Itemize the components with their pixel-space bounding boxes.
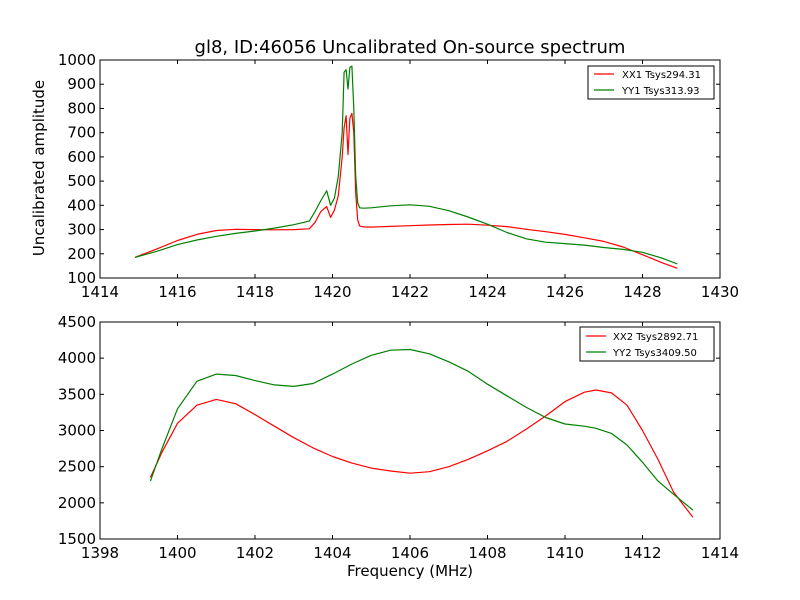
bottom-xtick-label: 1404	[313, 544, 351, 562]
top-legend-label-yy1: YY1 Tsys313.93	[621, 86, 700, 97]
bottom-ytick-label: 4000	[58, 349, 96, 367]
top-series-line-yy1	[134, 65, 678, 265]
bottom-legend-label-yy2: YY2 Tsys3409.50	[612, 348, 697, 359]
bottom-ytick-label: 2500	[58, 458, 96, 476]
top-plot-legend: XX1 Tsys294.31 YY1 Tsys313.93	[587, 65, 715, 100]
bottom-xtick-label: 1410	[546, 544, 584, 562]
top-ytick-label: 500	[67, 172, 96, 190]
bottom-xtick-label: 1406	[391, 544, 429, 562]
top-plot-frame	[99, 59, 721, 279]
bottom-ytick-label: 4500	[58, 313, 96, 331]
top-series-line-xx1	[134, 112, 678, 269]
top-xtick-label: 1414	[81, 283, 119, 301]
bottom-xtick-label: 1414	[701, 544, 739, 562]
bottom-plot-ticks: 1398 1400 1402 1404 1406 1408 1410 1412 1414 1500…	[58, 313, 739, 562]
bottom-ytick-label: 1500	[58, 530, 96, 548]
top-plot-legend-box	[587, 65, 715, 100]
bottom-plot-lines	[149, 348, 694, 518]
top-ytick-label: 700	[67, 124, 96, 142]
top-xtick-label: 1420	[313, 283, 351, 301]
top-ytick-label: 200	[67, 245, 96, 263]
top-xtick-label: 1426	[546, 283, 584, 301]
bottom-ytick-label: 3000	[58, 422, 96, 440]
top-ytick-label: 900	[67, 75, 96, 93]
top-ytick-label: 600	[67, 148, 96, 166]
bottom-plot-frame	[99, 321, 721, 540]
bottom-xtick-label: 1412	[623, 544, 661, 562]
bottom-ytick-label: 3500	[58, 385, 96, 403]
top-ytick-label: 400	[67, 196, 96, 214]
bottom-ytick-label: 2000	[58, 494, 96, 512]
top-xtick-label: 1422	[391, 283, 429, 301]
bottom-series-line-yy2	[149, 348, 694, 511]
bottom-legend-label-xx2: XX2 Tsys2892.71	[613, 332, 698, 343]
top-xtick-label: 1416	[158, 283, 196, 301]
top-xtick-label: 1418	[236, 283, 274, 301]
bottom-plot-legend-box	[579, 326, 715, 362]
top-ytick-label: 300	[67, 221, 96, 239]
bottom-plot-legend: XX2 Tsys2892.71 YY2 Tsys3409.50	[579, 326, 715, 362]
top-legend-label-xx1: XX1 Tsys294.31	[622, 70, 701, 81]
bottom-series-line-xx2	[149, 389, 694, 518]
top-ytick-label: 1000	[58, 51, 96, 69]
bottom-xtick-label: 1400	[158, 544, 196, 562]
top-xtick-label: 1424	[468, 283, 506, 301]
top-plot-ticks: 1414 1416 1418 1420 1422 1424 1426 1428 1430 100 2…	[58, 51, 739, 301]
top-ytick-label: 800	[67, 99, 96, 117]
bottom-xtick-label: 1402	[236, 544, 274, 562]
bottom-xtick-label: 1408	[468, 544, 506, 562]
bottom-plot-xlabel: Frequency (MHz)	[347, 562, 473, 580]
top-plot-ylabel: Uncalibrated amplitude	[30, 80, 48, 256]
bottom-plot: Frequency (MHz) 1398 1400 1402 1404 1406 1408…	[58, 313, 739, 580]
top-plot-lines	[134, 65, 678, 269]
bottom-xtick-label: 1398	[81, 544, 119, 562]
top-plot: gl8, ID:46056 Uncalibrated On-source spe…	[30, 37, 739, 301]
top-xtick-label: 1430	[701, 283, 739, 301]
top-plot-title: gl8, ID:46056 Uncalibrated On-source spe…	[195, 37, 626, 58]
top-xtick-label: 1428	[623, 283, 661, 301]
top-ytick-label: 100	[67, 269, 96, 287]
